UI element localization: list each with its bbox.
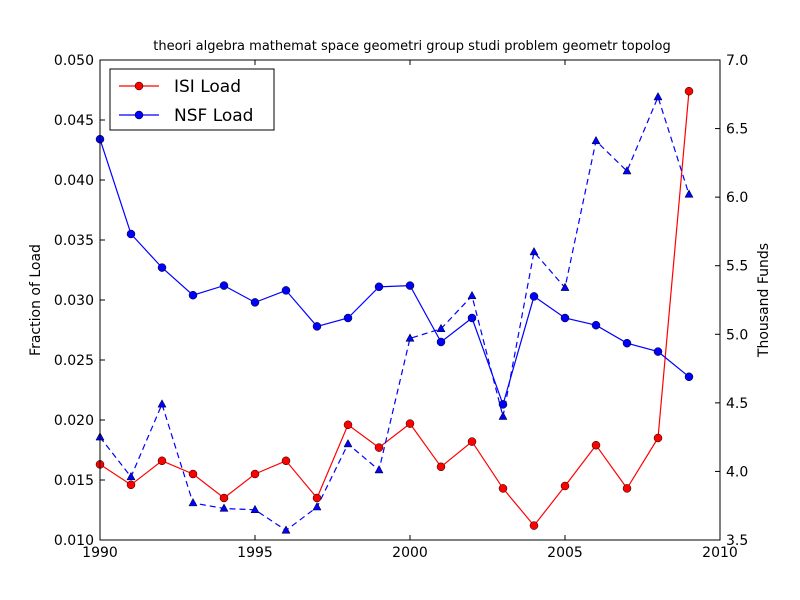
x-tick-label: 1990 <box>82 545 118 561</box>
x-tick-label: 2010 <box>702 545 738 561</box>
legend-box <box>109 68 275 131</box>
series-0-point-9 <box>374 443 384 452</box>
series-2-point-7 <box>312 502 322 511</box>
series-2-point-14 <box>529 246 539 256</box>
y2-tick-label: 4.0 <box>726 464 748 480</box>
series-2-point-9 <box>374 465 384 474</box>
series-0-point-12 <box>467 437 477 446</box>
legend: ISI Load NSF Load <box>109 68 275 131</box>
series-0-point-3 <box>188 469 198 479</box>
series-2-point-12 <box>467 290 477 300</box>
series-0-point-5 <box>250 469 260 479</box>
y-tick-label: 0.020 <box>54 413 94 429</box>
series-1-point-8 <box>343 313 353 323</box>
y-axis-label: Fraction of Load <box>28 244 44 356</box>
series-2-point-10 <box>405 333 415 342</box>
series-1-point-5 <box>250 298 260 307</box>
y-tick-label: 0.025 <box>54 353 94 369</box>
y-tick-label: 0.050 <box>54 53 94 69</box>
y-tick-label: 0.040 <box>54 173 94 189</box>
legend-label-nsf: NSF Load <box>174 106 253 126</box>
series-2-point-19 <box>684 189 694 198</box>
series-0-point-13 <box>498 484 508 493</box>
series-0-point-4 <box>219 493 229 503</box>
series-1-point-14 <box>529 292 539 301</box>
y-tick-label: 0.010 <box>54 533 94 549</box>
series-2-point-17 <box>622 166 632 175</box>
series-0-point-17 <box>622 484 632 493</box>
series-line-0 <box>99 91 690 527</box>
y2-axis-label: Thousand Funds <box>756 243 772 358</box>
series-0-point-11 <box>436 462 446 472</box>
series-2-point-4 <box>219 503 229 512</box>
y2-tick-label: 3.5 <box>726 533 748 549</box>
series-0-point-7 <box>312 493 322 503</box>
series-1-point-9 <box>374 282 384 292</box>
series-2-point-1 <box>126 471 136 481</box>
series-line-2 <box>99 95 690 532</box>
series-2-point-15 <box>560 282 570 291</box>
y-tick-label: 0.045 <box>54 113 94 129</box>
legend-marker-nsf <box>134 110 144 120</box>
series-1-point-2 <box>157 263 167 272</box>
series-0-point-10 <box>405 419 415 428</box>
series-0-point-14 <box>529 521 539 530</box>
y2-tick-label: 5.0 <box>726 327 748 343</box>
x-tick-label: 2005 <box>547 545 583 561</box>
y2-tick-label: 7.0 <box>726 53 748 69</box>
y2-tick-label: 6.0 <box>726 190 748 206</box>
plot-frame <box>99 59 721 541</box>
series-0-point-8 <box>343 420 353 430</box>
y2-tick-label: 4.5 <box>726 396 748 412</box>
series-0-point-16 <box>591 440 601 450</box>
series-2-point-13 <box>498 411 508 420</box>
series-2-point-3 <box>188 497 198 507</box>
y-tick-label: 0.015 <box>54 473 94 489</box>
series-1-point-15 <box>560 313 570 323</box>
x-tick-label: 2000 <box>392 545 428 561</box>
series-0-point-18 <box>653 433 663 443</box>
series-1-point-16 <box>591 320 601 330</box>
series-2-point-8 <box>343 438 353 448</box>
series-2-point-18 <box>653 92 663 101</box>
series-2-point-6 <box>281 525 291 534</box>
series-1-point-4 <box>219 281 229 290</box>
series-0-point-6 <box>281 456 291 466</box>
series-2-point-11 <box>436 323 446 332</box>
series-1-point-6 <box>281 286 291 295</box>
y2-tick-label: 6.5 <box>726 122 748 138</box>
series-2-point-16 <box>591 135 601 145</box>
series-1-point-19 <box>684 372 694 382</box>
y-tick-label: 0.035 <box>54 233 94 249</box>
series-line-1 <box>99 139 690 407</box>
series-1-point-11 <box>436 337 446 347</box>
y2-tick-label: 5.5 <box>726 259 748 275</box>
series-1-point-18 <box>653 347 663 356</box>
series-1-point-1 <box>126 229 136 239</box>
series-2-point-2 <box>157 399 167 408</box>
series-0-point-1 <box>126 480 136 490</box>
series-1-point-17 <box>622 338 632 348</box>
series-1-point-10 <box>405 281 415 290</box>
series-0-point-19 <box>684 86 694 96</box>
series-0-point-15 <box>560 481 570 491</box>
series-1-point-3 <box>188 290 198 300</box>
series-1-point-7 <box>312 322 322 331</box>
chart-title: theori algebra mathemat space geometri g… <box>153 39 670 54</box>
series-2-point-5 <box>250 504 260 514</box>
y-tick-label: 0.030 <box>54 293 94 309</box>
legend-label-isi: ISI Load <box>174 77 241 97</box>
x-tick-label: 1995 <box>237 545 273 561</box>
legend-marker-isi <box>134 81 144 91</box>
series-1-point-12 <box>467 313 477 323</box>
series-0-point-2 <box>157 456 167 466</box>
series-1-point-13 <box>498 400 508 409</box>
